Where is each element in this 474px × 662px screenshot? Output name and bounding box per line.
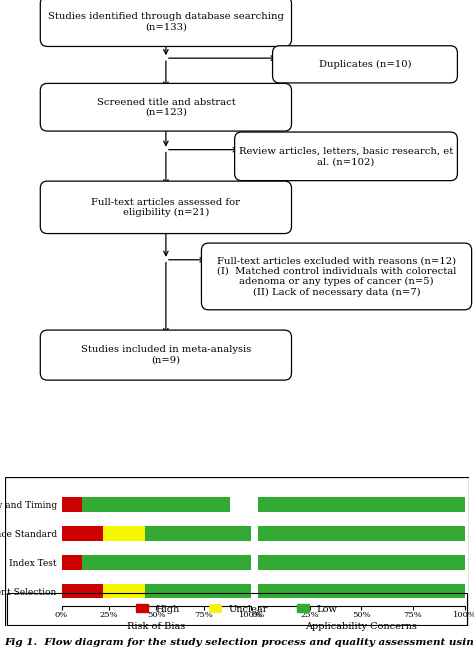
Bar [103, 526, 145, 541]
Bar [62, 526, 103, 541]
Bar [62, 497, 82, 512]
FancyBboxPatch shape [273, 46, 457, 83]
Bar [145, 526, 251, 541]
FancyBboxPatch shape [40, 181, 292, 234]
Bar [103, 584, 145, 598]
Text: Fig 1.  Flow diagram for the study selection process and quality assessment usin: Fig 1. Flow diagram for the study select… [5, 638, 474, 647]
Text: Studies identified through database searching
(n=133): Studies identified through database sear… [48, 12, 284, 31]
Text: Studies included in meta-analysis
(n=9): Studies included in meta-analysis (n=9) [81, 346, 251, 365]
Legend: High, Unclear, Low: High, Unclear, Low [134, 602, 340, 616]
Bar [82, 497, 230, 512]
Bar [62, 555, 82, 569]
Bar [258, 584, 465, 598]
Text: Screened title and abstract
(n=123): Screened title and abstract (n=123) [97, 97, 235, 117]
Text: Duplicates (n=10): Duplicates (n=10) [319, 60, 411, 69]
Bar [258, 526, 465, 541]
FancyBboxPatch shape [201, 243, 472, 310]
Bar [258, 497, 465, 512]
FancyBboxPatch shape [40, 330, 292, 380]
Bar [82, 555, 251, 569]
FancyBboxPatch shape [235, 132, 457, 181]
Bar [258, 555, 465, 569]
Bar [145, 584, 251, 598]
Bar [62, 584, 103, 598]
Text: Full-text articles assessed for
eligibility (n=21): Full-text articles assessed for eligibil… [91, 197, 240, 217]
FancyBboxPatch shape [40, 83, 292, 131]
X-axis label: Risk of Bias: Risk of Bias [128, 622, 185, 631]
Text: Full-text articles excluded with reasons (n=12)
(I)  Matched control individuals: Full-text articles excluded with reasons… [217, 256, 456, 297]
X-axis label: Applicability Concerns: Applicability Concerns [305, 622, 418, 631]
Text: Review articles, letters, basic research, et
al. (n=102): Review articles, letters, basic research… [239, 147, 453, 166]
FancyBboxPatch shape [40, 0, 292, 46]
